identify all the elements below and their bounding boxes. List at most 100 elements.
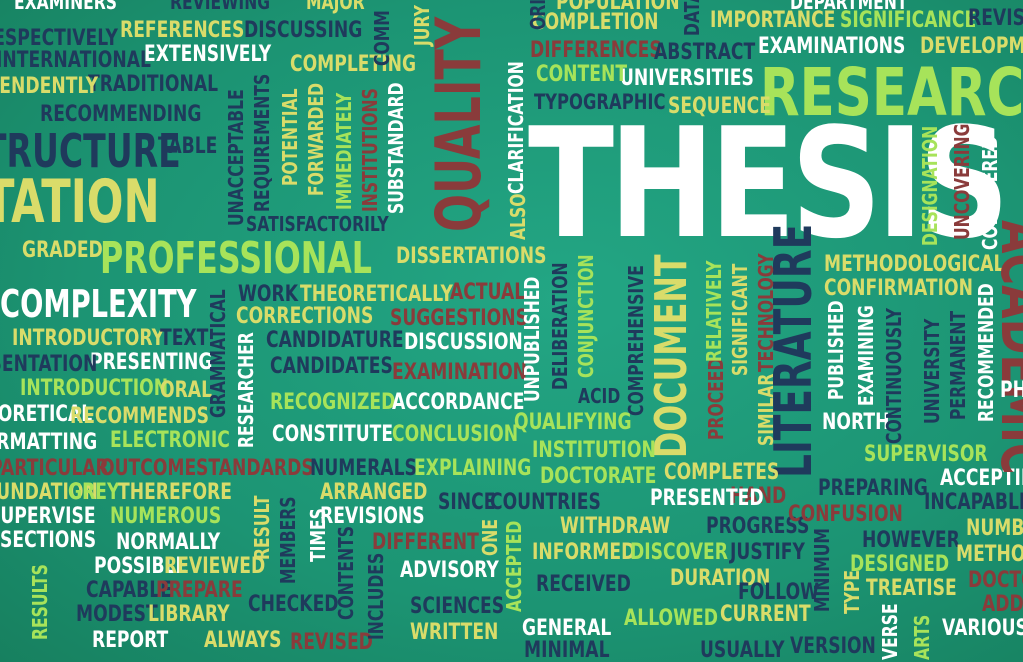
word-grammatical: GRAMMATICAL bbox=[206, 289, 230, 418]
word-discover: DISCOVER bbox=[630, 540, 728, 565]
word-conclusion: CONCLUSION bbox=[392, 422, 519, 447]
word-sciences: SCIENCES bbox=[410, 594, 505, 619]
word-also: ALSO bbox=[506, 193, 530, 240]
word-examining: EXAMINING bbox=[854, 305, 878, 406]
word-hand: HAND bbox=[730, 484, 787, 509]
word-technology: TECHNOLOGY bbox=[754, 253, 778, 372]
word-foundation: FOUNDATION bbox=[0, 480, 98, 505]
word-outcome: OUTCOME bbox=[100, 456, 197, 481]
word-countries: COUNTRIES bbox=[490, 490, 601, 515]
word-number: NUMBER bbox=[966, 516, 1023, 541]
word-numerals: NUMERALS bbox=[310, 456, 417, 481]
word-table: TABLE bbox=[158, 134, 218, 159]
word-acid: ACID bbox=[578, 384, 621, 408]
word-reviewed: REVIEWED bbox=[164, 554, 266, 579]
word-constitute: CONSTITUTE bbox=[272, 422, 394, 447]
word-content: CONTENT bbox=[536, 62, 628, 87]
word-contents: CONTENTS bbox=[334, 525, 358, 620]
word-minimal: MINIMAL bbox=[524, 638, 610, 662]
word-report: REPORT bbox=[92, 628, 169, 653]
word-grey: GREY bbox=[68, 480, 120, 505]
word-one: ONE bbox=[478, 519, 502, 556]
word-capable: CAPABLE bbox=[86, 578, 172, 603]
word-examination: EXAMINATION bbox=[392, 360, 528, 385]
word-institutions: INSTITUTIONS bbox=[358, 88, 382, 212]
word-forwarded: FORWARDED bbox=[304, 82, 328, 196]
word-presenting: PRESENTING bbox=[90, 350, 213, 375]
word-examiners: EXAMINERS bbox=[14, 0, 118, 14]
word-comprehensive: COMPREHENSIVE bbox=[624, 265, 648, 416]
word-normally: NORMALLY bbox=[116, 530, 221, 555]
word-treatise: TREATISE bbox=[866, 576, 957, 601]
word-quality: QUALITY bbox=[422, 16, 495, 233]
word-sections: SECTIONS bbox=[0, 528, 97, 553]
word-allowed: ALLOWED bbox=[624, 606, 719, 631]
word-duration: DURATION bbox=[670, 566, 771, 591]
word-work: WORK bbox=[238, 282, 299, 307]
word-presented: PRESENTED bbox=[650, 486, 764, 511]
word-methodological: METHODOLOGICAL bbox=[824, 252, 1005, 277]
word-comm: COMM bbox=[370, 10, 394, 67]
word-significant: SIGNIFICANT bbox=[728, 263, 752, 376]
word-progress: PROGRESS bbox=[706, 514, 810, 539]
word-revised: REVISED bbox=[290, 630, 373, 655]
word-follow: FOLLOW bbox=[738, 580, 820, 605]
word-extensively: EXTENSIVELY bbox=[144, 42, 272, 67]
word-results: RESULTS bbox=[28, 564, 52, 640]
word-universities: UNIVERSITIES bbox=[620, 66, 754, 91]
word-unacceptable: UNACCEPTABLE bbox=[224, 89, 248, 226]
word-document: DOCUMENT bbox=[646, 254, 697, 458]
word-proceed: PROCEED bbox=[704, 357, 728, 440]
word-references: REFERENCES bbox=[120, 18, 245, 43]
word-respectively: RESPECTIVELY bbox=[0, 26, 118, 51]
word-text: TEXT bbox=[160, 326, 209, 351]
word-potential: POTENTIAL bbox=[278, 88, 302, 186]
word-conjunction: CONJUNCTION bbox=[574, 254, 598, 378]
word-jury: JURY bbox=[410, 5, 434, 47]
word-members: MEMBERS bbox=[276, 496, 300, 584]
word-completing: COMPLETING bbox=[290, 52, 417, 77]
word-similar: SIMILAR bbox=[754, 373, 778, 446]
word-arranged: ARRANGED bbox=[320, 480, 428, 505]
word-presentation: PRESENTATION bbox=[0, 352, 98, 377]
word-confirmation: CONFIRMATION bbox=[824, 276, 973, 301]
word-abstract: ABSTRACT bbox=[654, 40, 756, 65]
word-professional: PROFESSIONAL bbox=[100, 233, 372, 284]
word-importance: IMPORTANCE bbox=[710, 8, 836, 33]
word-qualifying: QUALIFYING bbox=[514, 410, 632, 435]
word-research: RESEARCH bbox=[760, 54, 1023, 131]
word-confusion: CONFUSION bbox=[788, 502, 903, 527]
word-differences: DIFFERENCES bbox=[530, 38, 662, 63]
word-withdraw: WITHDRAW bbox=[560, 514, 671, 539]
word-satisfactorily: SATISFACTORILY bbox=[246, 212, 389, 236]
word-modest: MODEST bbox=[76, 602, 158, 627]
word-incapable: INCAPABLE bbox=[924, 490, 1023, 515]
word-structure: STRUCTURE bbox=[0, 124, 181, 178]
word-however: HOWEVER bbox=[862, 528, 960, 553]
word-significance: SIGNIFICANCE bbox=[840, 8, 977, 33]
word-oral: ORAL bbox=[160, 378, 213, 403]
word-published: PUBLISHED bbox=[824, 300, 848, 400]
word-introductory: INTRODUCTORY bbox=[12, 326, 165, 351]
word-discussion: DISCUSSION bbox=[404, 330, 523, 355]
word-accordance: ACCORDANCE bbox=[392, 390, 525, 415]
word-supervise: SUPERVISE bbox=[0, 504, 96, 529]
word-received: RECEIVED bbox=[536, 572, 631, 597]
word-designed: DESIGNED bbox=[850, 552, 950, 577]
word-formatting: FORMATTING bbox=[0, 430, 98, 455]
word-north: NORTH bbox=[822, 410, 890, 435]
word-particular: PARTICULAR bbox=[0, 456, 109, 481]
word-revised-right: REVISED bbox=[968, 6, 1023, 31]
word-various: VARIOUS bbox=[942, 616, 1023, 641]
word-version: VERSION bbox=[790, 634, 876, 659]
word-reviewing: REVIEWING bbox=[170, 0, 271, 14]
word-researcher: RESEARCHER bbox=[234, 332, 258, 448]
word-introduction: INTRODUCTION bbox=[20, 376, 169, 401]
word-continuously: CONTINUOUSLY bbox=[882, 308, 906, 444]
word-immediately: IMMEDIATELY bbox=[332, 92, 356, 210]
word-institution: INSTITUTION bbox=[532, 438, 656, 463]
word-clarification: CLARIFICATION bbox=[504, 61, 528, 194]
word-arts: ARTS bbox=[910, 614, 934, 660]
word-designation: DESIGNATION bbox=[918, 125, 942, 246]
